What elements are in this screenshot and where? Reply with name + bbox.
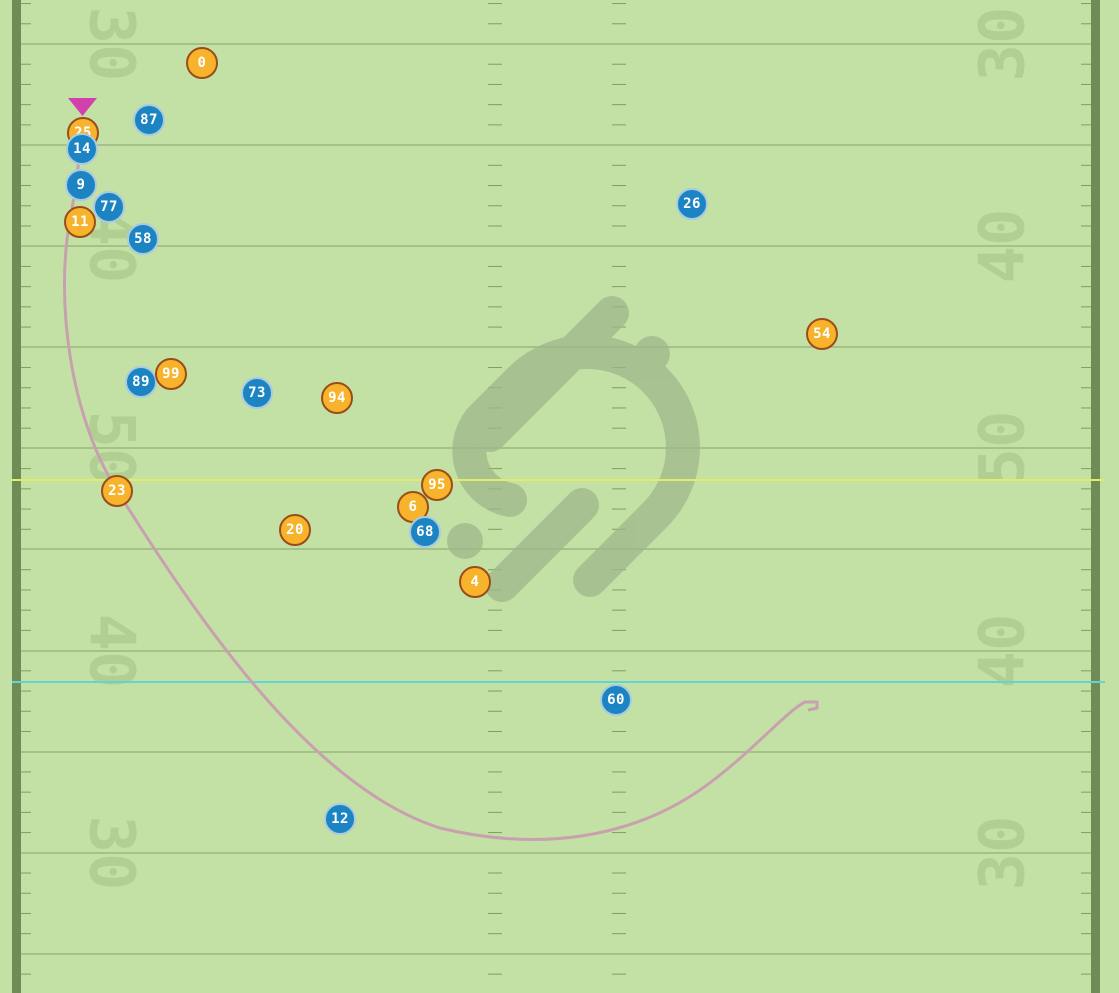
player-home-12[interactable]: 12 bbox=[324, 803, 356, 835]
yard-number-50-left: 50 bbox=[76, 411, 149, 486]
logo-lower-stroke bbox=[485, 488, 599, 602]
player-away-4[interactable]: 4 bbox=[459, 566, 491, 598]
sideline-right bbox=[1091, 0, 1100, 993]
yard-number-30-left: 30 bbox=[76, 816, 149, 891]
player-away-95[interactable]: 95 bbox=[421, 469, 453, 501]
player-home-14[interactable]: 14 bbox=[66, 133, 98, 165]
player-home-73[interactable]: 73 bbox=[241, 377, 273, 409]
player-home-26[interactable]: 26 bbox=[676, 188, 708, 220]
player-away-0[interactable]: 0 bbox=[186, 47, 218, 79]
logo-upper-stroke bbox=[473, 296, 629, 452]
yard-number-40-left: 40 bbox=[76, 614, 149, 689]
player-home-77[interactable]: 77 bbox=[93, 191, 125, 223]
logo-dot-upper bbox=[634, 336, 670, 372]
ball-trajectory bbox=[62, 149, 819, 841]
yard-number-30-right: 30 bbox=[966, 816, 1039, 891]
field-logo bbox=[447, 296, 700, 602]
logo-dot-lower bbox=[447, 523, 483, 559]
player-home-58[interactable]: 58 bbox=[127, 223, 159, 255]
yard-number-50-right: 50 bbox=[966, 411, 1039, 486]
player-home-87[interactable]: 87 bbox=[133, 104, 165, 136]
sideline-left bbox=[12, 0, 21, 993]
player-away-23[interactable]: 23 bbox=[101, 475, 133, 507]
hash-marks bbox=[21, 3, 1091, 975]
player-home-68[interactable]: 68 bbox=[409, 516, 441, 548]
yard-number-40-right: 40 bbox=[966, 209, 1039, 284]
yard-number-40-right: 40 bbox=[966, 614, 1039, 689]
player-home-89[interactable]: 89 bbox=[125, 366, 157, 398]
player-away-99[interactable]: 99 bbox=[155, 358, 187, 390]
player-home-60[interactable]: 60 bbox=[600, 684, 632, 716]
ball-marker-icon bbox=[68, 98, 97, 116]
player-away-11[interactable]: 11 bbox=[64, 206, 96, 238]
yard-number-30-left: 30 bbox=[76, 7, 149, 82]
player-away-20[interactable]: 20 bbox=[279, 514, 311, 546]
player-away-94[interactable]: 94 bbox=[321, 382, 353, 414]
player-home-9[interactable]: 9 bbox=[65, 169, 97, 201]
yard-number-30-right: 30 bbox=[966, 7, 1039, 82]
player-away-54[interactable]: 54 bbox=[806, 318, 838, 350]
